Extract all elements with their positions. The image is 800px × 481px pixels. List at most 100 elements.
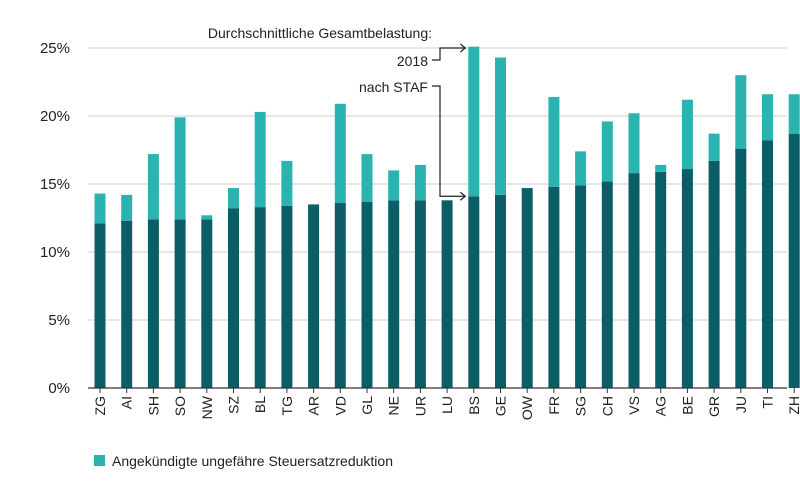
x-tick-label: AI <box>119 396 135 409</box>
bar-base-TI <box>762 140 773 388</box>
x-tick-label: SG <box>573 396 589 416</box>
bar-base-AR <box>308 204 320 388</box>
bar-reduction-ZG <box>94 193 106 224</box>
bar-reduction-NW <box>201 215 213 220</box>
bar-base-SO <box>174 219 186 388</box>
x-tick-label: ZG <box>92 396 108 415</box>
bar-base-FR <box>548 186 560 388</box>
arrow-staf <box>432 85 466 197</box>
y-axis-ticks: 0% 5% 10% 15% 20% 25% <box>40 40 70 397</box>
arrowhead-staf <box>459 191 467 201</box>
bar-base-UR <box>414 200 426 388</box>
arrowhead-2018 <box>459 43 467 53</box>
bar-reduction-GE <box>495 57 506 195</box>
bar-reduction-JU <box>735 75 747 149</box>
bar-base-VS <box>628 173 640 388</box>
bar-base-SG <box>575 185 587 388</box>
bar-reduction-GR <box>708 133 720 161</box>
x-tick-label: ZH <box>786 396 800 415</box>
y-tick-label: 20% <box>40 108 70 125</box>
y-tick-label: 5% <box>48 312 70 329</box>
x-tick-label: FR <box>546 396 562 415</box>
x-tick-label: BS <box>466 396 482 415</box>
bar-reduction-UR <box>414 164 426 201</box>
y-tick-label: 15% <box>40 176 70 193</box>
bar-reduction-SH <box>147 154 159 220</box>
bar-base-GR <box>708 160 720 388</box>
x-tick-label: JU <box>733 396 749 413</box>
bar-base-OW <box>521 188 533 388</box>
annotation-heading: Durchschnittliche Gesamtbelastung: <box>208 25 432 41</box>
y-tick-label: 25% <box>40 40 70 57</box>
bar-reduction-BL <box>254 111 266 208</box>
bar-reduction-BS <box>468 46 480 197</box>
bar-base-ZH <box>788 133 800 388</box>
bar-reduction-VD <box>334 103 346 204</box>
y-tick-label: 0% <box>48 380 70 397</box>
bar-base-SZ <box>228 208 239 388</box>
bar-base-ZG <box>94 223 106 388</box>
bar-base-VD <box>334 203 346 388</box>
bar-base-BL <box>254 207 266 388</box>
x-tick-label: BE <box>679 396 695 415</box>
bar-reduction-NE <box>388 170 400 201</box>
x-tick-label: GL <box>359 396 375 415</box>
x-tick-label: BL <box>252 396 268 413</box>
x-tick-label: LU <box>439 396 455 414</box>
bar-base-NW <box>201 219 213 388</box>
x-axis <box>88 387 795 393</box>
bar-base-CH <box>601 181 613 388</box>
annotation-arrows <box>432 43 467 201</box>
x-tick-label: NE <box>386 396 402 415</box>
bar-reduction-VS <box>628 113 640 174</box>
x-tick-label: SO <box>172 396 188 416</box>
legend-label: Angekündigte ungefähre Steuersatzredukti… <box>112 453 393 469</box>
bar-reduction-SO <box>174 117 186 220</box>
bar-reduction-SG <box>575 151 587 186</box>
bar-base-NE <box>388 200 400 388</box>
bar-reduction-FR <box>548 96 560 187</box>
x-tick-label: NW <box>199 395 215 419</box>
x-tick-label: AG <box>653 396 669 416</box>
bars <box>94 46 800 388</box>
x-tick-label: VD <box>332 396 348 415</box>
bar-base-TG <box>281 205 293 388</box>
x-tick-label: TG <box>279 396 295 415</box>
y-tick-label: 10% <box>40 244 70 261</box>
bar-reduction-ZH <box>788 94 800 134</box>
legend-swatch <box>94 455 105 466</box>
annotation-staf-label: nach STAF <box>359 79 428 95</box>
x-tick-label: SZ <box>226 396 242 414</box>
bar-reduction-BE <box>681 99 693 170</box>
bar-base-BS <box>468 196 480 388</box>
x-tick-label: OW <box>519 395 535 420</box>
bar-base-JU <box>735 148 747 388</box>
bar-base-GL <box>361 201 373 388</box>
legend: Angekündigte ungefähre Steuersatzredukti… <box>94 453 393 469</box>
annotation: Durchschnittliche Gesamtbelastung: 2018 … <box>208 25 467 201</box>
bar-base-BE <box>681 169 693 388</box>
bar-reduction-GL <box>361 154 373 202</box>
x-tick-label: SH <box>145 396 161 415</box>
arrow-2018 <box>432 47 466 61</box>
bar-reduction-TG <box>281 160 293 206</box>
bar-base-LU <box>441 200 453 388</box>
x-axis-ticks: ZG AI SH SO NW SZ BL TG AR VD GL NE UR LU BS GE OW FR SG CH… <box>92 395 800 420</box>
bar-reduction-AG <box>655 164 667 172</box>
x-tick-label: VS <box>626 396 642 415</box>
annotation-2018-label: 2018 <box>397 53 428 69</box>
bar-base-GE <box>495 194 506 388</box>
bar-reduction-SZ <box>228 188 239 209</box>
x-tick-label: CH <box>599 396 615 416</box>
bar-base-SH <box>147 219 159 388</box>
bar-reduction-CH <box>601 121 613 182</box>
bar-reduction-TI <box>762 94 773 141</box>
x-tick-label: TI <box>760 396 776 408</box>
bar-base-AI <box>121 220 133 388</box>
x-tick-label: UR <box>412 396 428 416</box>
bar-base-AG <box>655 171 667 388</box>
x-tick-label: GR <box>706 396 722 417</box>
x-tick-label: GE <box>493 396 509 416</box>
x-tick-label: AR <box>306 396 322 415</box>
